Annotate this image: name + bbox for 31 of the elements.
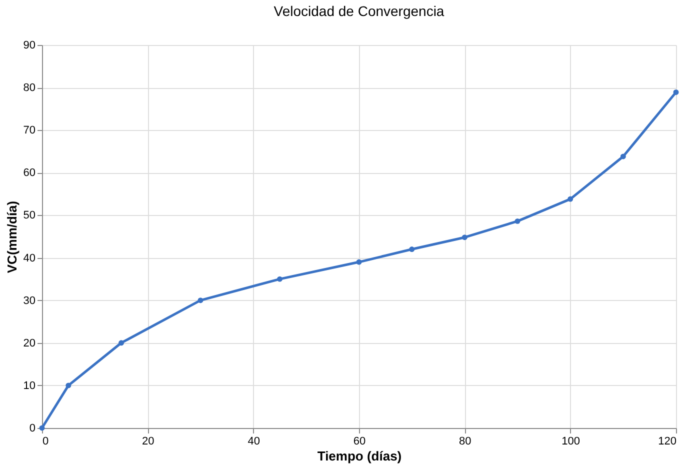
y-tick-label: 20 [23,337,36,350]
chart-title: Velocidad de Convergencia [274,3,444,19]
y-tick-label: 70 [23,124,36,137]
point [514,218,520,224]
x-axis-title: Tiempo (días) [317,448,402,464]
point [673,90,679,95]
point [118,340,124,346]
x-tick-label: 80 [459,436,472,448]
y-tick-label: 50 [23,210,36,222]
y-tick-label: 80 [23,82,36,94]
y-axis-title: VC(mm/día) [4,200,20,274]
point [198,298,204,304]
point [568,196,574,202]
x-tick-label: 120 [658,436,676,448]
x-tick-label: 100 [562,436,580,448]
y-tick-label: 40 [23,252,36,264]
y-tick-label: 10 [23,380,36,392]
x-tick-label: 60 [353,436,366,448]
point [462,234,468,240]
point [277,276,282,282]
x-tick-label: 0 [42,436,49,448]
point [620,154,626,160]
y-tick-label: 60 [23,167,36,180]
y-tick-label: 30 [23,294,36,307]
point [356,259,362,265]
y-tick-label: 0 [29,422,36,434]
x-tick-label: 40 [248,436,260,448]
y-tick-label: 90 [23,40,36,52]
point [409,246,415,252]
point [66,382,72,388]
x-tick-label: 20 [142,436,154,448]
